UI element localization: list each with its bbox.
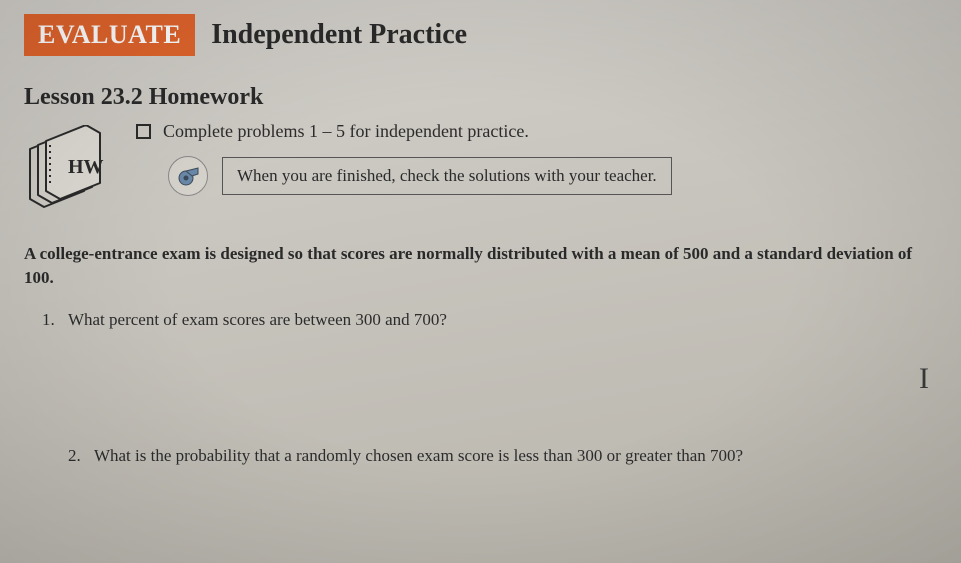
checkbox-icon [136, 124, 151, 139]
question-2: 2. What is the probability that a random… [68, 446, 937, 466]
question-text: What is the probability that a randomly … [94, 446, 743, 465]
evaluate-badge: EVALUATE [24, 14, 195, 56]
text-cursor-icon: I [919, 362, 929, 396]
question-1: 1. What percent of exam scores are betwe… [42, 310, 937, 330]
finished-row: When you are finished, check the solutio… [168, 156, 937, 196]
question-number: 2. [68, 446, 90, 466]
homework-icon: HW [24, 121, 114, 216]
question-text: What percent of exam scores are between … [68, 310, 447, 329]
header-title: Independent Practice [211, 19, 467, 51]
hw-icon-label: HW [68, 156, 104, 178]
whistle-icon [168, 156, 208, 196]
question-number: 1. [42, 310, 64, 330]
instruction-row: Complete problems 1 – 5 for independent … [136, 121, 937, 142]
problem-context: A college-entrance exam is designed so t… [24, 242, 937, 290]
finished-note-box: When you are finished, check the solutio… [222, 157, 672, 195]
header-row: EVALUATE Independent Practice [24, 14, 937, 56]
instruction-block: HW Complete problems 1 – 5 for independe… [24, 121, 937, 216]
instruction-text: Complete problems 1 – 5 for independent … [163, 121, 529, 142]
lesson-title: Lesson 23.2 Homework [24, 84, 937, 111]
